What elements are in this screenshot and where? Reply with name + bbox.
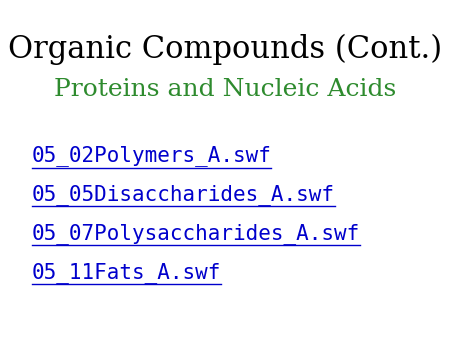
Text: Proteins and Nucleic Acids: Proteins and Nucleic Acids (54, 78, 396, 101)
Text: 05_11Fats_A.swf: 05_11Fats_A.swf (32, 262, 221, 283)
Text: Organic Compounds (Cont.): Organic Compounds (Cont.) (8, 34, 442, 65)
Text: 05_02Polymers_A.swf: 05_02Polymers_A.swf (32, 145, 271, 166)
Text: 05_05Disaccharides_A.swf: 05_05Disaccharides_A.swf (32, 184, 334, 205)
Text: 05_07Polysaccharides_A.swf: 05_07Polysaccharides_A.swf (32, 223, 360, 244)
